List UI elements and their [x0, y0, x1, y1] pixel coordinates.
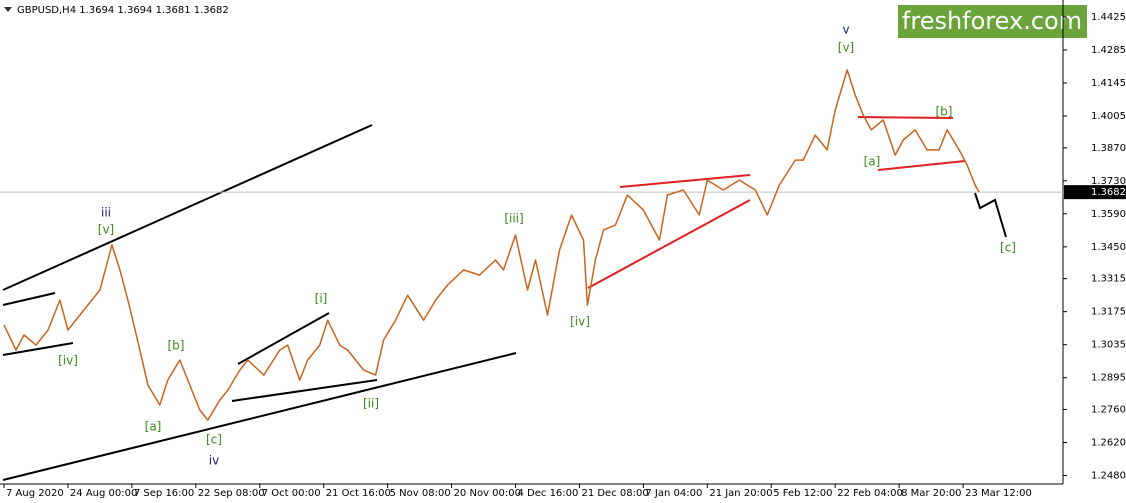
- y-tick-label: 1.3175: [1091, 307, 1126, 318]
- y-tick-label: 1.4005: [1091, 111, 1126, 122]
- current-price-box: [1064, 185, 1126, 200]
- wave-label: [i]: [315, 292, 328, 306]
- x-tick-label: 7 Sep 16:00: [134, 488, 194, 499]
- y-tick-label: 1.4285: [1091, 45, 1126, 56]
- trend-line: [619, 174, 751, 188]
- trend-line: [857, 116, 954, 119]
- price-line: [3, 69, 980, 421]
- y-tick-label: 1.2760: [1091, 405, 1126, 416]
- x-tick-label: 4 Dec 16:00: [518, 488, 579, 499]
- watermark: freshforex.com: [902, 7, 1082, 35]
- wave-label: [iv]: [58, 354, 78, 368]
- y-tick-label: 1.2895: [1091, 373, 1126, 384]
- x-tick-label: 20 Nov 00:00: [454, 488, 521, 499]
- y-tick-label: 1.4145: [1091, 78, 1126, 89]
- trend-line: [877, 160, 966, 171]
- wave-label: [b]: [168, 339, 185, 353]
- wave-label: [a]: [145, 420, 162, 434]
- trend-line: [2, 124, 373, 291]
- y-tick-label: 1.3315: [1091, 274, 1126, 285]
- trend-line: [237, 312, 330, 365]
- symbol-info: GBPUSD,H4 1.3694 1.3694 1.3681 1.3682: [17, 5, 229, 16]
- menu-arrow[interactable]: [4, 7, 12, 12]
- wave-label: [a]: [864, 155, 881, 169]
- red-lines: [587, 116, 966, 289]
- y-tick-label: 1.3035: [1091, 340, 1126, 351]
- x-tick-label: 7 Oct 00:00: [262, 488, 321, 499]
- x-tick-label: 23 Mar 12:00: [965, 488, 1032, 499]
- y-tick-label: 1.4425: [1091, 12, 1126, 23]
- wave-label: [c]: [1000, 241, 1016, 255]
- trend-line: [2, 352, 517, 481]
- y-tick-label: 1.3450: [1091, 242, 1126, 253]
- trend-line: [2, 342, 74, 356]
- x-tick-label: 7 Jan 04:00: [645, 488, 702, 499]
- wave-label: [b]: [936, 105, 953, 119]
- x-tick-label: 5 Nov 08:00: [390, 488, 451, 499]
- wave-label: v: [842, 23, 849, 37]
- y-tick-label: 1.2480: [1091, 471, 1126, 482]
- wave-label: [iii]: [504, 212, 523, 226]
- projection: [974, 192, 1007, 238]
- watermark-box: [898, 5, 1087, 38]
- wave-label: iii: [101, 206, 111, 220]
- trend-line: [587, 199, 751, 289]
- x-tick-label: 24 Aug 00:00: [70, 488, 137, 499]
- trend-line: [2, 292, 56, 306]
- x-tick-label: 5 Feb 12:00: [773, 488, 832, 499]
- trend-lines: [2, 124, 1007, 481]
- wave-label: [iv]: [570, 315, 590, 329]
- current-price-label: 1.3682: [1091, 187, 1126, 198]
- x-tick-label: 21 Dec 08:00: [581, 488, 648, 499]
- x-tick-label: 21 Oct 16:00: [326, 488, 391, 499]
- wave-label: [v]: [838, 41, 854, 55]
- wave-label: [ii]: [363, 397, 379, 411]
- x-tick-label: 8 Mar 20:00: [901, 488, 961, 499]
- x-tick-label: 22 Sep 08:00: [198, 488, 265, 499]
- y-tick-label: 1.2620: [1091, 438, 1126, 449]
- x-tick-label: 7 Aug 2020: [6, 488, 64, 499]
- y-tick-label: 1.3590: [1091, 209, 1126, 220]
- trend-line: [231, 379, 378, 402]
- x-tick-label: 21 Jan 20:00: [709, 488, 772, 499]
- wave-label: [c]: [206, 433, 222, 447]
- wave-label: iv: [209, 454, 219, 468]
- y-tick-label: 1.3730: [1091, 176, 1126, 187]
- y-tick-label: 1.3870: [1091, 143, 1126, 154]
- x-tick-label: 22 Feb 04:00: [837, 488, 903, 499]
- wave-label: [v]: [98, 223, 114, 237]
